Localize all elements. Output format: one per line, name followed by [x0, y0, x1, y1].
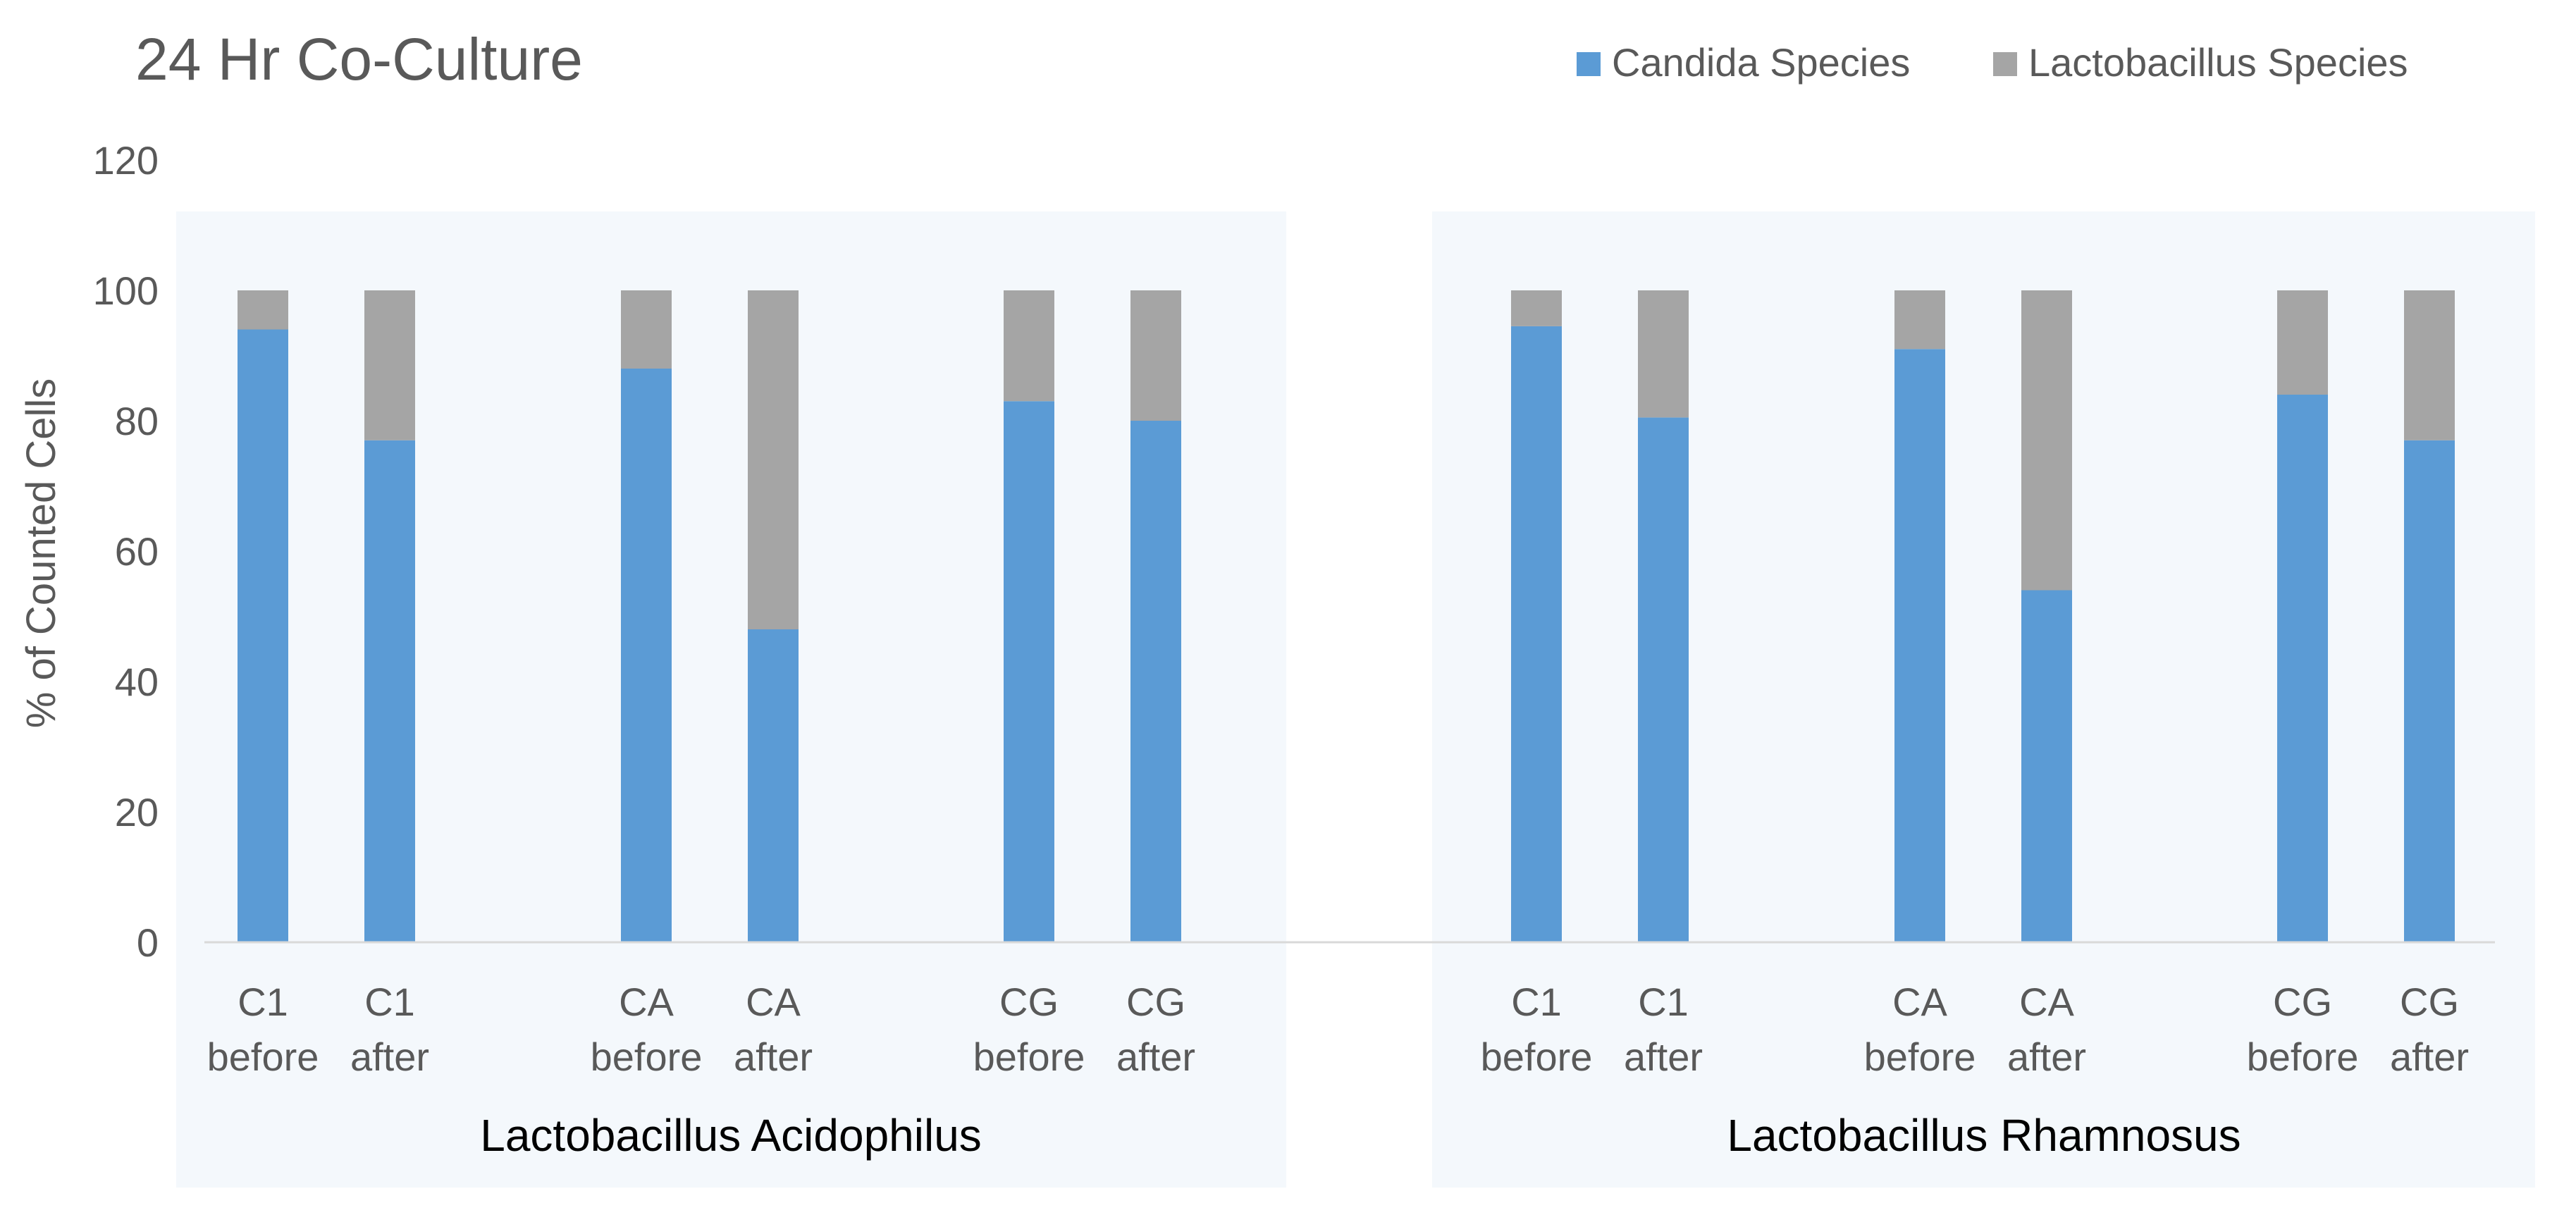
x-tick-label: after: [2007, 1035, 2086, 1079]
bar-lactobacillus-c1-before: [238, 290, 288, 330]
bar-candida-cg-before: [2277, 395, 2328, 942]
bar-candida-c1-after: [364, 440, 415, 942]
bar-lactobacillus-c1-before: [1511, 290, 1562, 326]
group-label: Lactobacillus Rhamnosus: [1727, 1110, 2241, 1161]
x-tick-label: after: [350, 1035, 429, 1079]
x-tick-label: CA: [2019, 980, 2074, 1024]
group-panel-2: [1432, 211, 2535, 1188]
y-tick-label: 20: [115, 790, 159, 834]
y-tick-label: 0: [137, 920, 159, 965]
bar-candida-cg-after: [1130, 421, 1181, 942]
x-tick-label: CA: [619, 980, 674, 1024]
x-tick-label: CG: [999, 980, 1059, 1024]
bar-candida-ca-after: [2021, 590, 2072, 942]
bar-candida-cg-before: [1004, 401, 1054, 942]
bar-lactobacillus-cg-after: [2404, 290, 2455, 440]
bar-lactobacillus-ca-before: [621, 290, 672, 369]
y-tick-label: 40: [115, 660, 159, 704]
bar-lactobacillus-ca-after: [2021, 290, 2072, 591]
chart-title: 24 Hr Co-Culture: [135, 26, 583, 92]
bar-candida-ca-after: [748, 629, 799, 942]
bar-lactobacillus-c1-after: [1638, 290, 1689, 418]
group-panel-1: [176, 211, 1286, 1188]
y-tick-label: 80: [115, 399, 159, 443]
y-tick-label: 120: [93, 138, 159, 183]
bar-lactobacillus-c1-after: [364, 290, 415, 440]
x-tick-label: C1: [364, 980, 415, 1024]
bar-candida-cg-after: [2404, 440, 2455, 942]
bar-lactobacillus-ca-before: [1894, 290, 1945, 350]
bar-candida-c1-before: [238, 329, 288, 942]
bar-candida-ca-before: [1894, 349, 1945, 942]
y-tick-label: 100: [93, 269, 159, 313]
x-tick-label: after: [1116, 1035, 1195, 1079]
x-tick-label: before: [1481, 1035, 1593, 1079]
bar-lactobacillus-ca-after: [748, 290, 799, 629]
legend-swatch: [1993, 52, 2017, 76]
legend-swatch: [1577, 52, 1601, 76]
x-tick-label: before: [2247, 1035, 2359, 1079]
x-tick-label: C1: [238, 980, 288, 1024]
x-tick-label: after: [734, 1035, 813, 1079]
x-tick-label: before: [973, 1035, 1085, 1079]
bar-lactobacillus-cg-after: [1130, 290, 1181, 421]
bar-candida-c1-before: [1511, 326, 1562, 942]
bar-lactobacillus-cg-before: [2277, 290, 2328, 395]
group-label: Lactobacillus Acidophilus: [480, 1110, 982, 1161]
x-tick-label: C1: [1511, 980, 1562, 1024]
x-tick-label: C1: [1638, 980, 1689, 1024]
legend-label: Candida Species: [1612, 40, 1910, 85]
x-tick-label: before: [207, 1035, 319, 1079]
x-tick-label: before: [1864, 1035, 1976, 1079]
bar-candida-c1-after: [1638, 417, 1689, 942]
x-tick-label: CA: [1892, 980, 1947, 1024]
x-tick-label: CG: [1126, 980, 1185, 1024]
bar-lactobacillus-cg-before: [1004, 290, 1054, 402]
x-tick-label: CG: [2273, 980, 2332, 1024]
x-tick-label: after: [2390, 1035, 2469, 1079]
x-tick-label: after: [1624, 1035, 1703, 1079]
y-tick-label: 60: [115, 529, 159, 574]
x-tick-label: CA: [746, 980, 801, 1024]
x-tick-label: CG: [2400, 980, 2459, 1024]
bar-candida-ca-before: [621, 369, 672, 942]
legend-label: Lactobacillus Species: [2028, 40, 2408, 85]
x-tick-label: before: [591, 1035, 703, 1079]
y-axis-label: % of Counted Cells: [18, 378, 64, 728]
